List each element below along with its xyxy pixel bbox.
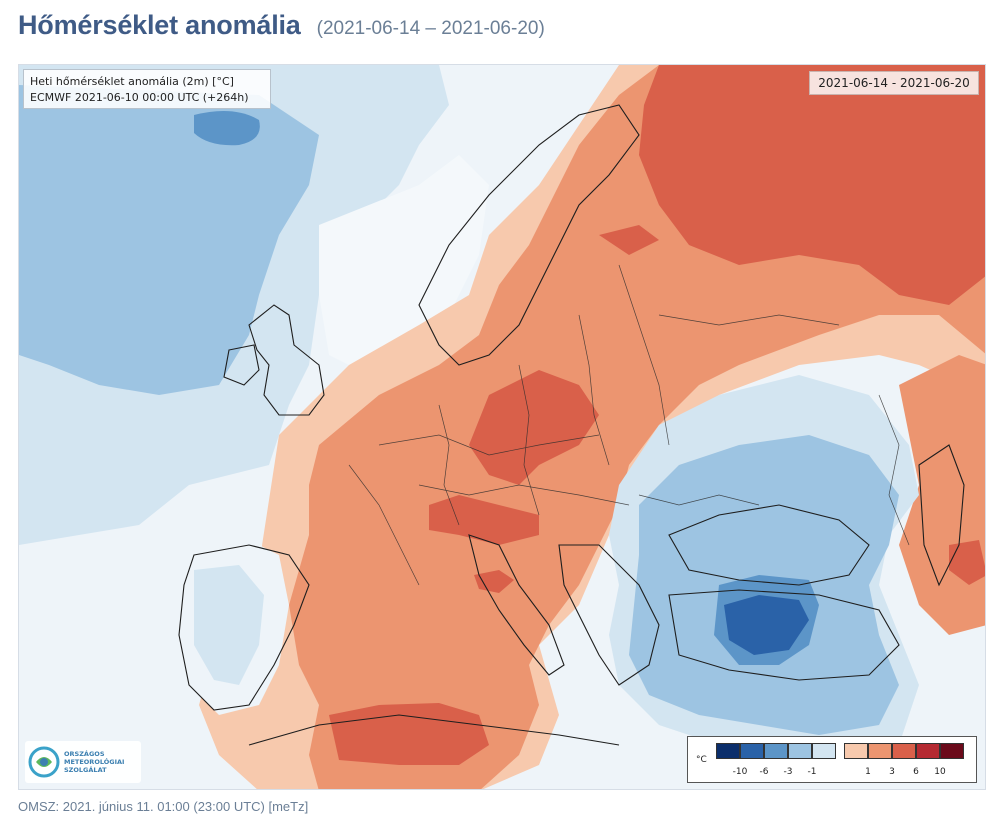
anatolia-cold-core	[724, 595, 809, 655]
legend-tick-cold-2: -6	[759, 767, 769, 777]
iberia-light-blue-zone	[194, 565, 264, 685]
map-date-badge: 2021-06-14 - 2021-06-20	[809, 71, 979, 95]
british-isles-outline	[248, 304, 325, 416]
coastlines	[178, 104, 965, 746]
map-canvas	[19, 65, 985, 789]
legend-unit-label: °C	[696, 755, 707, 765]
page-header: Hőmérséklet anomália (2021-06-14 – 2021-…	[18, 10, 545, 44]
italy-outline	[468, 534, 565, 676]
legend-swatch-warm-4	[916, 743, 940, 759]
balkans-outline	[558, 544, 660, 686]
central-europe-red-zone	[469, 370, 599, 485]
legend-tick-cold-4: -1	[807, 767, 817, 777]
italy-red-spot	[474, 570, 514, 593]
anomaly-map: Heti hőmérséklet anomália (2m) [°C] ECMW…	[18, 64, 986, 790]
legend-swatch-cold-5	[812, 743, 836, 759]
legend-swatch-cold-2	[740, 743, 764, 759]
legend-swatch-cold-1	[716, 743, 740, 759]
legend-swatch-warm-2	[868, 743, 892, 759]
legend-tick-cold-1: -10	[732, 767, 748, 777]
legend-swatch-cold-3	[764, 743, 788, 759]
legend-swatch-cold-4	[788, 743, 812, 759]
legend-tick-warm-3: 6	[913, 767, 919, 777]
map-info-box: Heti hőmérséklet anomália (2m) [°C] ECMW…	[23, 69, 271, 109]
ireland-outline	[223, 344, 260, 386]
legend-swatch-warm-3	[892, 743, 916, 759]
north-africa-coast	[248, 714, 620, 746]
legend-tick-warm-4: 10	[934, 767, 946, 777]
legend-tick-warm-2: 3	[889, 767, 895, 777]
russia-red-zone	[639, 65, 985, 305]
alps-red-zone	[429, 495, 539, 545]
scandinavia-outline	[418, 104, 640, 366]
footer-credit: OMSZ: 2021. június 11. 01:00 (23:00 UTC)…	[18, 799, 309, 814]
east-red-spot	[949, 540, 985, 585]
baltic-red-spot	[599, 225, 659, 255]
atlantic-mid-blue-zone	[19, 85, 319, 395]
omsz-logo-icon	[28, 746, 60, 778]
legend-tick-warm-1: 1	[865, 767, 871, 777]
country-borders	[348, 264, 910, 586]
map-info-variable: Heti hőmérséklet anomália (2m) [°C]	[30, 75, 234, 88]
legend-swatch-warm-1	[844, 743, 868, 759]
omsz-logo: ORSZÁGOS METEOROLÓGIAI SZOLGÁLAT	[25, 741, 141, 783]
caspian-outline	[918, 444, 965, 587]
iberia-outline	[178, 544, 310, 711]
legend-tick-cold-3: -3	[783, 767, 793, 777]
page-title: Hőmérséklet anomália	[18, 10, 301, 40]
legend-swatch-warm-5	[940, 743, 964, 759]
north-africa-red-zone	[329, 703, 489, 765]
north-sea-pale-zone	[319, 155, 489, 375]
forecast-date-range: (2021-06-14 – 2021-06-20)	[316, 18, 545, 39]
map-info-model-run: ECMWF 2021-06-10 00:00 UTC (+264h)	[30, 91, 249, 104]
omsz-logo-text: ORSZÁGOS METEOROLÓGIAI SZOLGÁLAT	[64, 750, 125, 774]
color-legend: °C -10 -6 -3 -1 1 3 6 10	[687, 736, 977, 783]
turkey-outline	[668, 589, 900, 681]
iceland-blue-spot	[194, 111, 260, 146]
black-sea-outline	[668, 504, 870, 586]
